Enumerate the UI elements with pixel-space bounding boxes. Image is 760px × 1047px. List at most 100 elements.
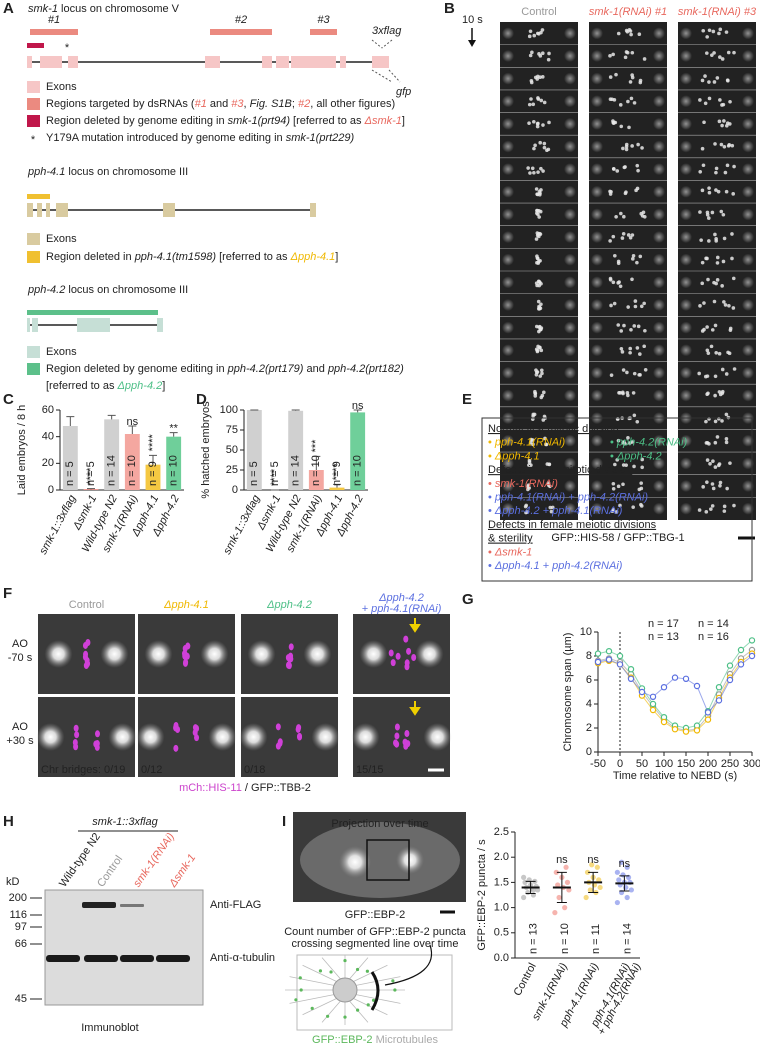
bar [166, 436, 182, 490]
centrosome [564, 480, 576, 493]
centrosome [423, 723, 452, 751]
data-point [564, 879, 571, 886]
x-tick-label: 250 [721, 758, 739, 770]
chromosome [611, 487, 616, 491]
puncta [299, 988, 303, 992]
chromosome [608, 276, 613, 281]
chromosome [277, 739, 283, 747]
legend-text-part: Δsmk-1 [364, 115, 402, 127]
connector [388, 69, 401, 83]
centrosome [680, 72, 692, 85]
centrosome [502, 49, 514, 62]
chromosome [540, 371, 544, 376]
centrosome [502, 457, 514, 470]
y-tick-label: 0 [586, 746, 592, 758]
chromosome [707, 96, 712, 101]
n-label: n = 10 [559, 923, 571, 954]
chromosome [611, 121, 616, 125]
y-tick-label: 0 [232, 484, 238, 496]
centrosome [564, 231, 576, 244]
centrosome [311, 723, 340, 751]
chromosome [700, 188, 705, 193]
chromosome [614, 72, 618, 77]
chromosome [540, 28, 545, 32]
data-point [605, 656, 613, 663]
chromosome [616, 323, 621, 327]
data-point [682, 675, 690, 683]
caption-part: / GFP::TBB-2 [242, 782, 311, 794]
legend-text-part: Exons [46, 233, 77, 245]
n-label: n = 14 [621, 923, 633, 954]
chromosome [527, 121, 531, 125]
centrosome [564, 434, 576, 447]
pointer [384, 944, 433, 986]
centrosome [742, 321, 754, 334]
chromosome [701, 485, 705, 489]
chromosome [527, 34, 532, 39]
chromosome [538, 374, 543, 378]
chromosome [621, 482, 625, 487]
chromosome [528, 171, 532, 175]
dsrna-region [310, 29, 337, 35]
dsrna-region [30, 29, 78, 35]
row-label: AO [12, 638, 28, 650]
chromosome [714, 170, 718, 175]
centrosome [36, 723, 65, 751]
legend-text-part: pph-4.1(tm1598) [134, 251, 217, 263]
chromosome [623, 191, 628, 196]
centrosome [653, 457, 665, 470]
centrosome [564, 276, 576, 289]
centrosome [742, 208, 754, 221]
legend-text-part: smk-1(prt94) [228, 115, 291, 127]
chromosome [611, 507, 616, 512]
centrosome [591, 231, 603, 244]
chromosome [619, 211, 623, 216]
caption-part: GFP::EBP-2 [312, 1034, 373, 1046]
x-tick-label: 150 [677, 758, 695, 770]
chromosome [718, 55, 722, 59]
n-label: n = 14 [106, 455, 118, 486]
marker-label: 116 [9, 909, 27, 921]
chromosome [638, 352, 642, 356]
list-text: • Δpph-4.1 + pph-4.2(RNAi) [488, 560, 623, 572]
significance: **** [85, 467, 97, 485]
chromosome [699, 238, 703, 242]
chromosome [622, 165, 627, 170]
exon [27, 56, 32, 68]
centrosome [680, 457, 692, 470]
lane-label-part: Control [95, 853, 125, 889]
legend-entry: n = 17 [648, 618, 679, 630]
list-text-part: • [488, 437, 495, 449]
chromosome [550, 505, 555, 510]
connector [371, 39, 383, 49]
chromosome [403, 635, 409, 643]
chromosome [535, 211, 539, 216]
chromosome [713, 440, 718, 445]
centrosome [502, 502, 514, 515]
n-label: n = 11 [590, 924, 602, 954]
data-point [614, 869, 620, 875]
chromosome [640, 146, 644, 150]
chromosome [711, 29, 716, 34]
list-text: • Δpph-4.1 [488, 450, 540, 462]
chromosome [703, 101, 708, 106]
legend-text-part: Exons [46, 81, 77, 93]
antibody-label: Anti-FLAG [210, 899, 261, 911]
y-axis-label: GFP::EBP-2 puncta / s [476, 839, 488, 951]
marker-label: 45 [15, 993, 27, 1005]
chromosome [621, 368, 626, 372]
marker-label: 97 [15, 921, 27, 933]
chromosome [287, 655, 293, 663]
centrosome [653, 276, 665, 289]
n-label: n = 5 [269, 461, 281, 486]
chromosome [527, 102, 532, 107]
centrosome [502, 163, 514, 176]
region-label: #3 [317, 14, 330, 26]
chromosome [728, 461, 732, 465]
chromosome [539, 281, 543, 286]
unit-label: kD [6, 876, 20, 888]
y-tick-label: 0.5 [494, 927, 509, 939]
n-label: n = 10 [126, 455, 138, 486]
chromosome [546, 481, 551, 485]
chromosome [632, 464, 636, 469]
